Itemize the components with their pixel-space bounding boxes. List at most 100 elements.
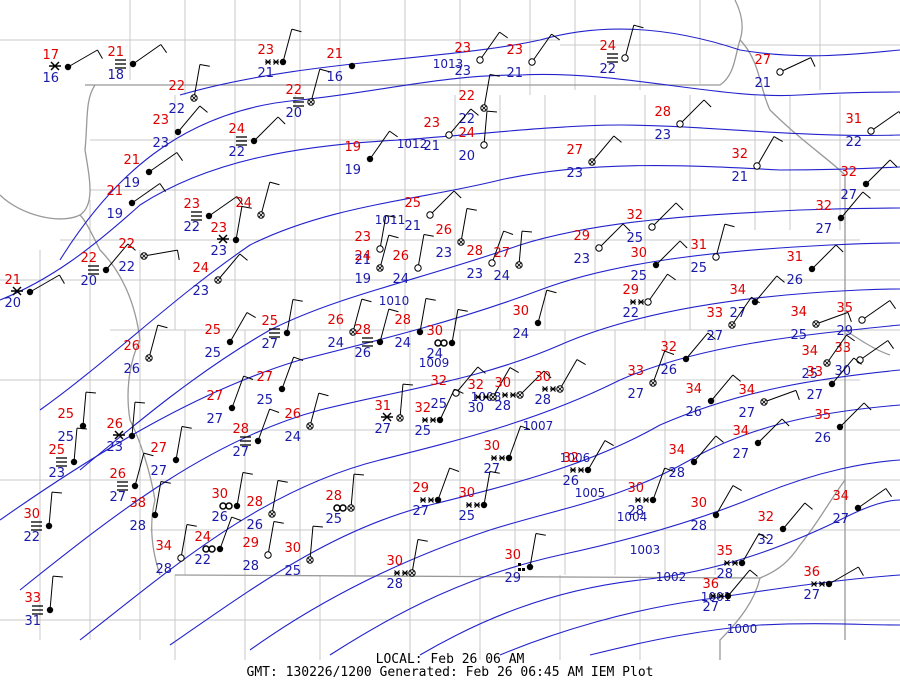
wind-barb xyxy=(425,298,436,301)
wind-barb xyxy=(576,359,586,365)
sky-cover-overcast xyxy=(366,155,374,163)
light-snow-icon xyxy=(422,417,436,423)
wind-barb xyxy=(199,105,208,113)
temperature-label: 27 xyxy=(150,441,167,456)
wind-barb xyxy=(51,491,62,494)
light-snow-icon xyxy=(630,299,644,305)
station-plot: 22 22 xyxy=(458,74,500,127)
light-snow-icon xyxy=(811,581,825,587)
wind-barb xyxy=(732,374,741,382)
temperature-label: 21 xyxy=(123,153,140,168)
dewpoint-label: 24 xyxy=(327,336,344,351)
sky-cover-overcast xyxy=(174,128,182,136)
sky-cover-overcast xyxy=(825,580,833,588)
sky-cover-overcast xyxy=(46,606,54,614)
dewpoint-label: 23 xyxy=(566,166,583,181)
sky-cover-clear xyxy=(426,211,434,219)
sky-cover-overcast xyxy=(279,58,287,66)
station-plot: 24 20 xyxy=(458,110,497,164)
temperature-label: 25 xyxy=(261,314,278,329)
wind-shaft xyxy=(143,249,178,257)
station-plot: 30 28 xyxy=(534,359,586,408)
wind-barb xyxy=(776,275,785,283)
dewpoint-label: 31 xyxy=(24,614,41,629)
station-plot: 22 22 xyxy=(118,237,180,275)
isobar-label-1009: 1009 xyxy=(419,356,450,370)
station-plot: 28 25 xyxy=(325,473,364,527)
wind-shaft xyxy=(815,311,849,325)
wind-shaft xyxy=(419,298,427,333)
wind-shaft xyxy=(352,299,363,333)
dewpoint-label: 30 xyxy=(467,401,484,416)
temperature-label: 31 xyxy=(690,238,707,253)
station-plots: 1716211823212116232323212422272122222220… xyxy=(4,24,900,629)
wind-shaft xyxy=(587,440,606,471)
temperature-label: 26 xyxy=(106,417,123,432)
dewpoint-label: 26 xyxy=(562,474,579,489)
wind-barb xyxy=(361,298,372,303)
dewpoint-label: 25 xyxy=(801,367,818,382)
dewpoint-label: 26 xyxy=(123,362,140,377)
wind-shaft xyxy=(559,359,578,390)
temperature-label: 32 xyxy=(414,401,431,416)
station-plot: 35 29 xyxy=(836,300,896,339)
sky-cover-clear xyxy=(648,223,656,231)
wind-shaft xyxy=(715,224,726,258)
wind-shaft xyxy=(253,116,279,142)
sky-cover-overcast xyxy=(808,265,816,273)
wind-barb xyxy=(277,116,286,125)
station-plot: 30 25 xyxy=(458,471,500,524)
dewpoint-label: 29 xyxy=(836,324,853,339)
station-plot: 28 23 xyxy=(654,99,712,143)
temperature-label: 38 xyxy=(129,496,146,511)
station-plot: 34 28 xyxy=(668,435,724,481)
isobar-1003 xyxy=(329,459,900,656)
wind-barb xyxy=(199,64,210,67)
station-plot: 25 21 xyxy=(404,190,462,234)
wind-shaft xyxy=(29,274,60,293)
isobar-1009 xyxy=(79,207,900,471)
wind-barb xyxy=(751,296,760,304)
wind-shaft xyxy=(857,488,887,509)
sky-cover-clear xyxy=(867,127,875,135)
wind-shaft xyxy=(741,533,760,564)
temperature-label: 26 xyxy=(392,249,409,264)
dewpoint-label: 27 xyxy=(732,447,749,462)
station-plot: 23 21 xyxy=(257,28,302,81)
temperature-label: 30 xyxy=(211,487,228,502)
wind-shaft xyxy=(309,526,314,561)
temperature-label: 24 xyxy=(354,249,371,264)
sky-cover-overcast xyxy=(228,404,236,412)
temperature-label: 30 xyxy=(458,486,475,501)
dewpoint-label: 27 xyxy=(729,306,746,321)
wind-shaft xyxy=(483,471,491,506)
wind-barb xyxy=(835,244,844,253)
dewpoint-label: 25 xyxy=(204,346,221,361)
station-plot: 24 23 xyxy=(192,253,248,299)
isobar-1007 xyxy=(19,288,900,591)
sky-cover-clear xyxy=(476,56,484,64)
wind-shaft xyxy=(693,435,717,463)
temperature-label: 30 xyxy=(630,246,647,261)
wind-barb xyxy=(622,223,631,232)
dewpoint-label: 26 xyxy=(685,405,702,420)
wind-barb xyxy=(457,309,468,312)
isobar-1013 xyxy=(179,28,900,96)
station-plot: 33 27 xyxy=(627,350,675,402)
dewpoint-label: 27 xyxy=(738,406,755,421)
temperature-label: 36 xyxy=(803,565,820,580)
wind-barb xyxy=(551,33,560,41)
dewpoint-label: 27 xyxy=(232,445,249,460)
station-plot: 23 22 xyxy=(183,196,243,235)
wind-shaft xyxy=(779,57,812,73)
wind-shaft xyxy=(281,356,295,390)
station-plot: 29 28 xyxy=(242,521,284,574)
wind-shaft xyxy=(49,576,54,611)
station-plot: 36 27 xyxy=(803,565,864,603)
sky-cover-overcast xyxy=(690,458,698,466)
wind-barb xyxy=(277,480,288,483)
temperature-label: 34 xyxy=(832,489,849,504)
sky-cover-overcast xyxy=(854,504,862,512)
station-plot: 26 23 xyxy=(435,208,477,261)
station-plot: 30 28 xyxy=(386,539,428,592)
